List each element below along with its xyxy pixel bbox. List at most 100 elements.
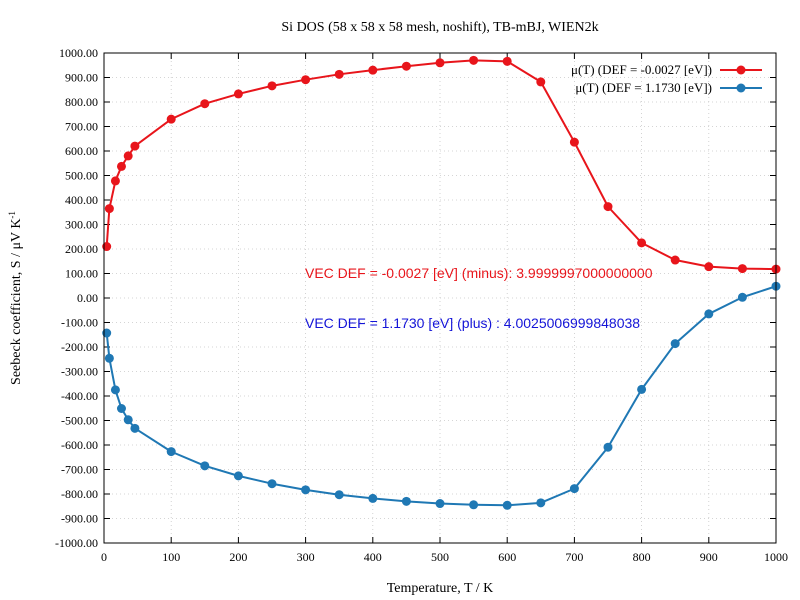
data-point-0 <box>401 61 411 71</box>
data-point-1 <box>301 485 311 495</box>
x-tick-label: 100 <box>162 550 180 564</box>
data-point-1 <box>200 461 210 471</box>
x-tick-label: 1000 <box>764 550 788 564</box>
series-layer <box>102 55 781 510</box>
data-point-0 <box>603 202 613 212</box>
y-tick-label: 1000.00 <box>59 46 98 60</box>
data-point-1 <box>130 423 140 433</box>
data-point-1 <box>233 471 243 481</box>
data-point-1 <box>637 384 647 394</box>
x-tick-label: 400 <box>364 550 382 564</box>
y-tick-label: -600.00 <box>61 438 98 452</box>
data-point-1 <box>569 484 579 494</box>
y-tick-label: 500.00 <box>65 169 98 183</box>
data-point-0 <box>536 77 546 87</box>
chart-title: Si DOS (58 x 58 x 58 mesh, noshift), TB-… <box>281 20 598 35</box>
data-point-0 <box>435 58 445 68</box>
data-point-1 <box>469 500 479 510</box>
y-tick-label: -500.00 <box>61 414 98 428</box>
y-tick-label: -700.00 <box>61 463 98 477</box>
data-point-1 <box>166 447 176 457</box>
data-point-0 <box>233 89 243 99</box>
y-tick-label: -400.00 <box>61 389 98 403</box>
annotations: VEC DEF = -0.0027 [eV] (minus): 3.999999… <box>305 265 653 331</box>
data-point-0 <box>469 55 479 65</box>
y-tick-label: 400.00 <box>65 193 98 207</box>
data-point-1 <box>334 490 344 500</box>
plot-frame <box>103 52 777 544</box>
data-point-1 <box>110 385 120 395</box>
y-tick-label: 300.00 <box>65 218 98 232</box>
y-axis-title-superscript: -1 <box>7 211 17 219</box>
data-point-1 <box>502 500 512 510</box>
data-point-1 <box>123 415 133 425</box>
data-point-1 <box>536 498 546 508</box>
data-point-0 <box>110 176 120 186</box>
data-point-0 <box>368 65 378 75</box>
y-axis-title-group: Seebeck coefficient, S / μV K-1 <box>7 211 24 385</box>
data-point-1 <box>104 353 114 363</box>
y-tick-label: 700.00 <box>65 120 98 134</box>
data-point-0 <box>670 255 680 265</box>
data-point-0 <box>569 137 579 147</box>
y-axis-title-main: Seebeck coefficient, S / μV K <box>9 219 24 385</box>
legend-label-blue: μ(T) (DEF = 1.1730 [eV]) <box>575 80 712 95</box>
y-tick-label: 0.00 <box>77 291 98 305</box>
data-point-1 <box>435 499 445 509</box>
y-tick-label: 800.00 <box>65 95 98 109</box>
x-axis-title: Temperature, T / K <box>387 581 494 596</box>
x-tick-label: 200 <box>229 550 247 564</box>
y-tick-label: 200.00 <box>65 242 98 256</box>
data-point-1 <box>401 496 411 506</box>
y-tick-label: -900.00 <box>61 512 98 526</box>
data-point-0 <box>130 141 140 151</box>
y-tick-label: -200.00 <box>61 340 98 354</box>
series-0 <box>102 55 781 274</box>
data-point-0 <box>166 114 176 124</box>
data-point-0 <box>704 262 714 272</box>
grid <box>104 53 776 543</box>
y-tick-label: -100.00 <box>61 316 98 330</box>
x-tick-label: 800 <box>633 550 651 564</box>
data-point-1 <box>737 292 747 302</box>
data-point-1 <box>670 339 680 349</box>
data-point-0 <box>104 204 114 214</box>
x-tick-label: 700 <box>565 550 583 564</box>
series-1 <box>102 281 781 510</box>
tick-labels: 0 100 200 300 400 500 600 700 800 900 1000 -1000.00… <box>55 46 788 564</box>
data-point-1 <box>116 403 126 413</box>
data-point-1 <box>267 479 277 489</box>
data-point-0 <box>334 69 344 79</box>
data-point-0 <box>737 264 747 274</box>
x-tick-label: 0 <box>101 550 107 564</box>
y-tick-label: 900.00 <box>65 71 98 85</box>
legend-marker-blue <box>736 83 746 93</box>
data-point-0 <box>502 56 512 66</box>
x-tick-label: 300 <box>297 550 315 564</box>
legend-label-red: μ(T) (DEF = -0.0027 [eV]) <box>571 62 712 77</box>
x-tick-label: 500 <box>431 550 449 564</box>
y-tick-label: 600.00 <box>65 144 98 158</box>
data-point-0 <box>637 238 647 248</box>
vec-plus-annotation: VEC DEF = 1.1730 [eV] (plus) : 4.0025006… <box>305 315 640 331</box>
y-tick-label: -1000.00 <box>55 536 98 550</box>
x-tick-label: 900 <box>700 550 718 564</box>
y-tick-label: -800.00 <box>61 487 98 501</box>
data-point-1 <box>704 309 714 319</box>
y-tick-label: -300.00 <box>61 365 98 379</box>
data-point-0 <box>267 81 277 91</box>
data-point-0 <box>301 75 311 85</box>
vec-minus-annotation: VEC DEF = -0.0027 [eV] (minus): 3.999999… <box>305 265 653 281</box>
y-tick-label: 100.00 <box>65 267 98 281</box>
x-tick-label: 600 <box>498 550 516 564</box>
legend: μ(T) (DEF = -0.0027 [eV]) μ(T) (DEF = 1.… <box>571 62 762 95</box>
data-point-1 <box>603 442 613 452</box>
data-point-0 <box>200 99 210 109</box>
data-point-1 <box>368 493 378 503</box>
legend-marker-red <box>736 65 746 75</box>
data-point-0 <box>123 151 133 161</box>
y-axis-title: Seebeck coefficient, S / μV K-1 <box>7 211 24 385</box>
data-point-0 <box>116 161 126 171</box>
